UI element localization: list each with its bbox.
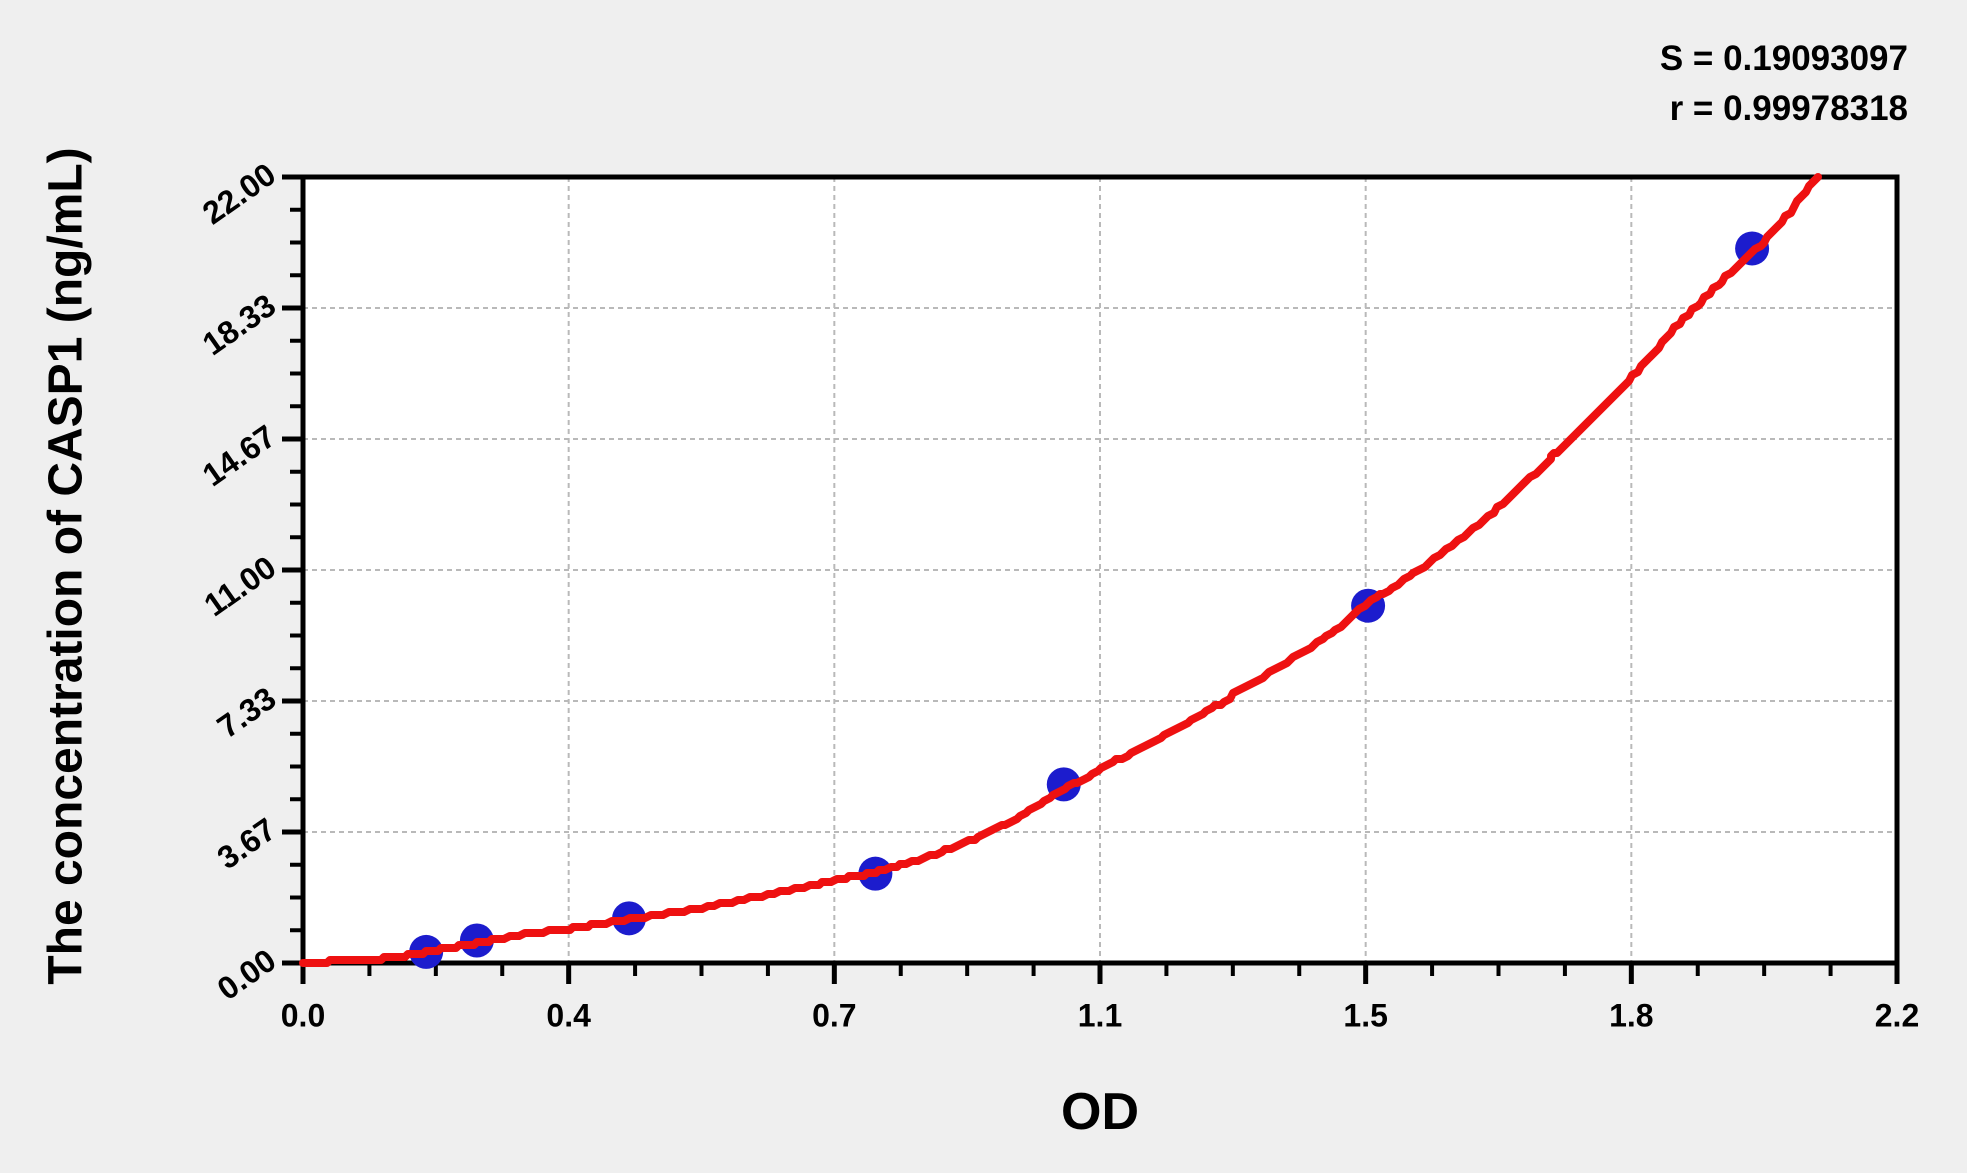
fitted-curve-line (299, 173, 1822, 967)
plot-frame (300, 174, 1900, 966)
x-axis-title: OD (1061, 1083, 1139, 1141)
x-tick-label: 1.5 (1343, 997, 1388, 1034)
x-tick-label: 0.4 (546, 997, 591, 1034)
x-tick-label: 1.8 (1609, 997, 1654, 1034)
x-tick-label: 1.1 (1077, 997, 1123, 1034)
r-statistic: r = 0.99978318 (1669, 89, 1908, 128)
x-tick-label: 2.2 (1874, 997, 1920, 1034)
fit-statistics: S = 0.19093097 r = 0.99978318 (1660, 34, 1908, 134)
x-tick-label: 0.0 (280, 997, 326, 1034)
x-tick-label: 0.7 (812, 997, 857, 1034)
s-statistic: S = 0.19093097 (1659, 39, 1908, 78)
